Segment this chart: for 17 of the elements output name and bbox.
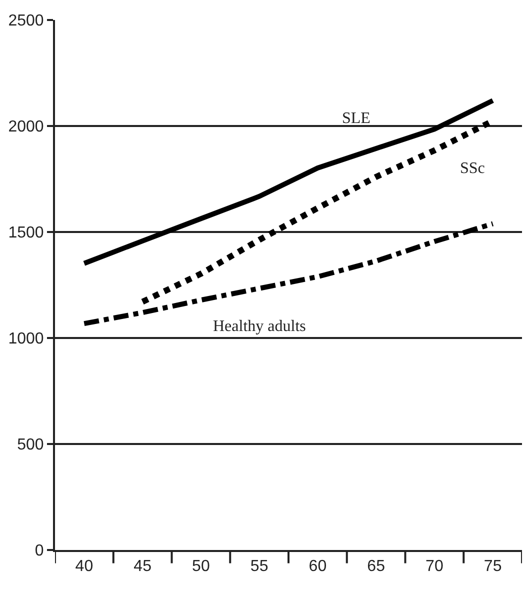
series-label: SLE: [342, 110, 370, 127]
y-tick-label: 2500: [8, 12, 44, 30]
x-tick-label: 50: [192, 558, 210, 576]
y-tick-label: 1500: [8, 224, 44, 242]
x-tick-label: 55: [250, 558, 268, 576]
y-tick-label: 500: [17, 436, 44, 454]
x-tick-label: 75: [484, 558, 502, 576]
x-tick-label: 65: [367, 558, 386, 576]
y-tick-label: 1000: [8, 330, 44, 348]
x-tick-label: 45: [134, 558, 152, 576]
y-tick-label: 2000: [8, 118, 44, 136]
series-label: SSc: [460, 160, 485, 177]
x-tick-label: 40: [75, 558, 94, 576]
y-tick-label: 0: [34, 542, 44, 560]
series-label: Healthy adults: [213, 318, 306, 335]
x-tick-label: 60: [308, 558, 327, 576]
x-tick-label: 70: [426, 558, 444, 576]
